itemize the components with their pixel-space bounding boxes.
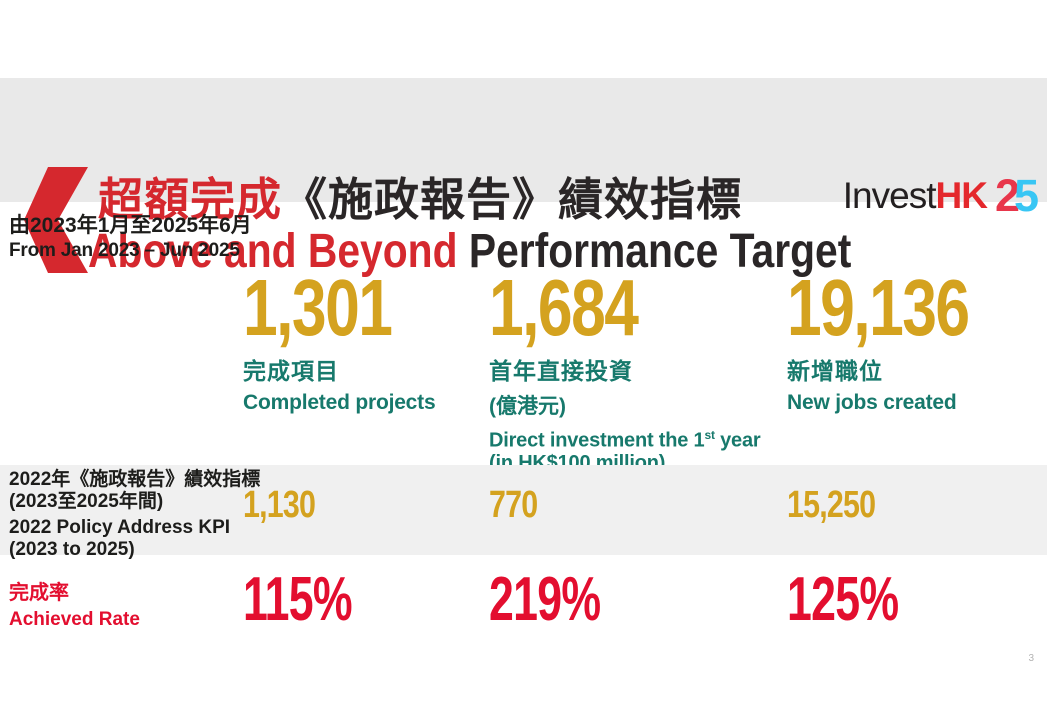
slide-title: 超額完成《施政報告》績效指標 Above and Beyond Performa… bbox=[88, 174, 986, 276]
title-cjk-dark: 《施政報告》績效指標 bbox=[282, 174, 743, 225]
title-en-red: Above and Beyond bbox=[88, 225, 469, 278]
metric-value-new-jobs: 19,136 bbox=[787, 263, 970, 352]
kpi-row-label: 2022年《施政報告》績效指標 (2023至2025年間) 2022 Polic… bbox=[9, 469, 260, 561]
rate-label-en: Achieved Rate bbox=[9, 609, 140, 630]
rate-row-label: 完成率 Achieved Rate bbox=[9, 581, 140, 632]
metric-label-en-superscript: st bbox=[704, 428, 715, 442]
title-en: Above and Beyond Performance Target bbox=[88, 228, 851, 276]
header-band: 超額完成《施政報告》績效指標 Above and Beyond Performa… bbox=[0, 78, 1047, 276]
investhk-logo: Invest HK 25 bbox=[842, 173, 1039, 218]
kpi-target-new-jobs: 15,250 bbox=[787, 484, 876, 526]
title-cjk-red: 超額完成 bbox=[98, 174, 283, 225]
logo-digit-five: 5 bbox=[1013, 170, 1039, 221]
metric-label-completed-projects: 完成項目 Completed projects bbox=[243, 356, 436, 416]
logo-25-text: 25 bbox=[994, 170, 1039, 221]
metric-value-completed-projects: 1,301 bbox=[243, 263, 393, 352]
achieved-rate-direct-investment: 219% bbox=[489, 565, 601, 634]
metric-label-en-suffix: year bbox=[714, 429, 761, 452]
rate-label-cjk: 完成率 bbox=[9, 582, 69, 604]
metric-label-en: New jobs created bbox=[787, 391, 957, 414]
logo-hk-text: HK bbox=[935, 175, 987, 216]
metric-label-cjk: 首年直接投資 bbox=[489, 358, 633, 384]
title-cjk: 超額完成《施政報告》績效指標 bbox=[88, 174, 986, 226]
metric-label-en-line1: Direct investment the 1st year bbox=[489, 424, 761, 452]
kpi-target-completed-projects: 1,130 bbox=[243, 484, 316, 526]
metric-label-cjk: 完成項目 bbox=[243, 358, 339, 384]
reporting-period-en: From Jan 2023 – Jun 2025 bbox=[9, 240, 240, 261]
metric-label-cjk: 新增職位 bbox=[787, 358, 883, 384]
metric-label-new-jobs: 新增職位 New jobs created bbox=[787, 356, 957, 416]
achieved-rate-new-jobs: 125% bbox=[787, 565, 899, 634]
logo-invest-text: Invest bbox=[842, 175, 937, 216]
metric-label-en: Completed projects bbox=[243, 391, 436, 414]
kpi-label-en-line2: (2023 to 2025) bbox=[9, 539, 135, 560]
title-en-dark: Performance Target bbox=[468, 225, 852, 278]
reporting-period-cjk: 由2023年1月至2025年6月 bbox=[9, 214, 252, 237]
kpi-band bbox=[0, 465, 1047, 555]
metric-label-cjk-unit: (億港元) bbox=[489, 395, 566, 418]
kpi-label-cjk-line1: 2022年《施政報告》績效指標 bbox=[9, 469, 261, 490]
kpi-label-en-line1: 2022 Policy Address KPI bbox=[9, 517, 231, 538]
page-number: 3 bbox=[1028, 653, 1034, 664]
reporting-period: 由2023年1月至2025年6月 From Jan 2023 – Jun 202… bbox=[9, 213, 252, 263]
chevron-icon bbox=[24, 167, 88, 273]
metric-value-direct-investment: 1,684 bbox=[489, 263, 639, 352]
kpi-target-direct-investment: 770 bbox=[489, 484, 538, 526]
achieved-rate-completed-projects: 115% bbox=[243, 565, 353, 634]
metric-label-direct-investment: 首年直接投資 (億港元) Direct investment the 1st y… bbox=[489, 356, 761, 474]
kpi-label-cjk-line2: (2023至2025年間) bbox=[9, 491, 164, 512]
metric-label-en-prefix: Direct investment the 1 bbox=[489, 429, 705, 452]
logo-digit-two: 2 bbox=[994, 170, 1020, 221]
